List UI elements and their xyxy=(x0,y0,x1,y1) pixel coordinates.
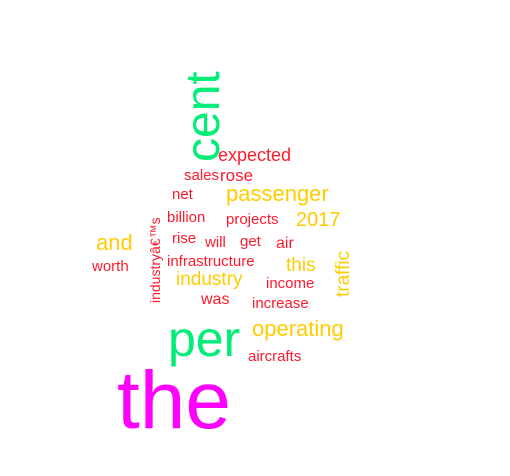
word-8: industry xyxy=(176,269,243,290)
word-25: increase xyxy=(252,295,309,312)
word-14: net xyxy=(172,186,193,203)
word-17: rise xyxy=(172,230,197,247)
word-26: aircrafts xyxy=(248,348,302,365)
word-6: 2017 xyxy=(296,209,341,231)
word-5: passenger xyxy=(226,181,329,206)
word-21: worth xyxy=(92,258,129,275)
word-19: get xyxy=(240,233,261,250)
word-9: this xyxy=(286,255,316,276)
word-12: rose xyxy=(220,166,254,185)
word-27: industryâ€™s xyxy=(147,217,163,303)
word-16: projects xyxy=(226,211,279,228)
word-23: income xyxy=(266,275,315,292)
word-22: infrastructure xyxy=(167,253,255,270)
word-15: billion xyxy=(167,209,206,226)
word-4: operating xyxy=(252,316,344,341)
word-24: was xyxy=(201,291,230,308)
word-1: the xyxy=(117,355,231,446)
word-11: expected xyxy=(218,145,292,165)
word-7: and xyxy=(96,230,133,255)
word-13: sales xyxy=(184,167,220,184)
word-18: will xyxy=(205,234,226,251)
word-20: air xyxy=(276,235,294,252)
word-2: per xyxy=(168,311,241,367)
word-10: traffic xyxy=(333,250,354,297)
